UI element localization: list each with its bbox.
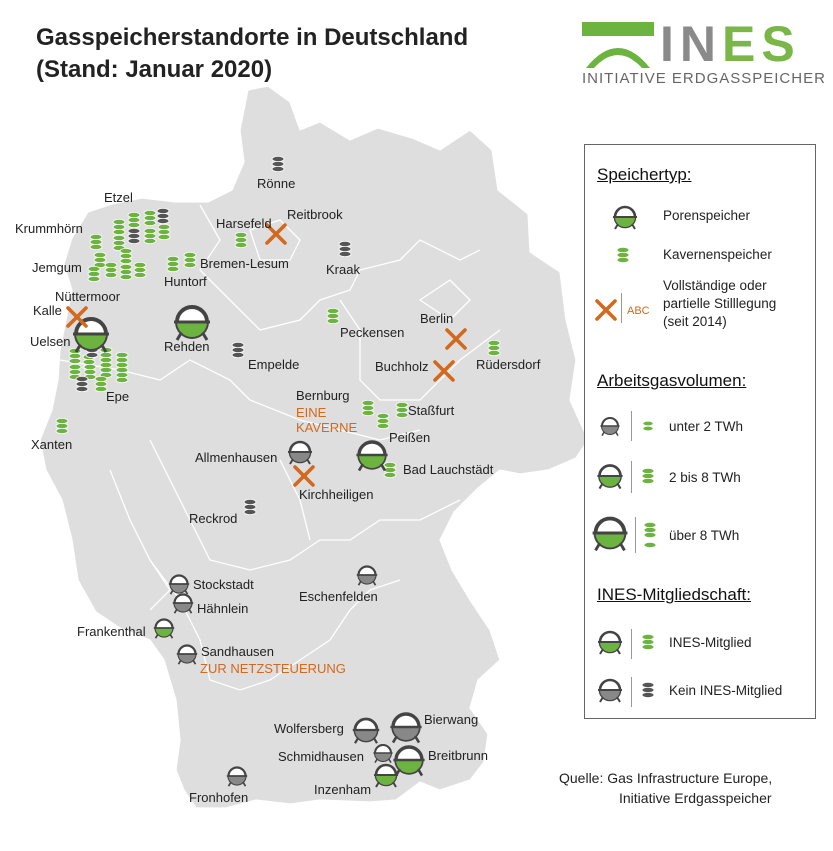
legend-abc-label: ABC [627, 305, 650, 317]
place-label: Fronhofen [189, 790, 249, 805]
place-label: Kalle [33, 303, 62, 318]
place-label: Rüdersdorf [476, 357, 541, 372]
legend-2-bis-8-label: 2 bis 8 TWh [669, 470, 741, 485]
kavernenspeicher-icon [616, 246, 630, 264]
medium-volume-porous-icon [596, 464, 624, 490]
small-volume-porous-icon [599, 416, 621, 437]
place-label: Staßfurt [408, 403, 455, 418]
place-label: Peckensen [340, 325, 405, 340]
source-line2: Initiative Erdgasspeicher [619, 790, 772, 806]
place-label: Huntorf [164, 274, 207, 289]
porenspeicher-icon [611, 205, 639, 231]
legend-stilllegung-line2: partielle Stilllegung [663, 296, 777, 311]
place-label: Empelde [248, 357, 300, 372]
large-volume-cavern-icon [643, 522, 657, 548]
legend-divider [621, 293, 622, 323]
place-label: Frankenthal [77, 624, 146, 639]
map-title-line2: (Stand: Januar 2020) [36, 56, 273, 83]
place-label: Xanten [31, 437, 73, 452]
legend-ueber-8-label: über 8 TWh [669, 528, 740, 543]
ines-logo-icon [582, 22, 654, 68]
place-label: Bremen-Lesum [200, 256, 289, 271]
place-label: Reckrod [189, 511, 238, 526]
stilllegung-x-icon [595, 299, 617, 321]
legend-box: Speichertyp: Porenspeicher Kavernenspeic… [584, 144, 816, 719]
legend-heading-mitglied: INES-Mitgliedschaft: [597, 585, 751, 604]
place-label: Bad Lauchstädt [403, 462, 494, 477]
place-label: Allmenhausen [195, 450, 278, 465]
legend-kein-mitglied-label: Kein INES-Mitglied [669, 683, 783, 698]
source-line1: Quelle: Gas Infrastructure Europe, [559, 770, 773, 786]
place-label: Jemgum [32, 260, 82, 275]
map-title: Gasspeicherstandorte in Deutschland (Sta… [36, 22, 468, 86]
map-title-line1: Gasspeicherstandorte in Deutschland [36, 24, 469, 51]
ines-logo-part2: ES [722, 16, 801, 72]
place-label: Hähnlein [197, 601, 249, 616]
place-label: Breitbrunn [428, 748, 488, 763]
legend-kavernenspeicher-label: Kavernenspeicher [663, 247, 772, 262]
place-label: Reitbrook [287, 207, 343, 222]
non-member-porous-icon [596, 678, 624, 704]
legend-heading-arbeitsgas: Arbeitsgasvolumen: [597, 371, 747, 390]
ines-logo: INES INITIATIVE ERDGASSPEICHER [582, 14, 825, 94]
place-label: Berlin [420, 311, 454, 326]
place-label: Rehden [164, 339, 210, 354]
place-label: Harsefeld [216, 216, 272, 231]
legend-ines-mitglied-label: INES-Mitglied [669, 635, 752, 650]
member-cavern-icon [641, 634, 655, 650]
small-volume-cavern-icon [642, 420, 654, 432]
source-note: Quelle: Gas Infrastructure Europe, Initi… [559, 768, 772, 808]
place-label: Inzenham [314, 782, 372, 797]
place-label: Bierwang [424, 712, 479, 727]
place-label: Bernburg [296, 388, 350, 403]
legend-unter-2-label: unter 2 TWh [669, 419, 744, 434]
place-label: Nüttermoor [55, 289, 121, 304]
legend-heading-speichertyp: Speichertyp: [597, 165, 692, 184]
legend-porenspeicher-label: Porenspeicher [663, 208, 751, 223]
place-label: Epe [106, 389, 130, 404]
ines-logo-part1: IN [660, 16, 722, 72]
legend-stilllegung-line3: (seit 2014) [663, 314, 727, 329]
place-label: Sandhausen [201, 644, 275, 659]
place-label: Stockstadt [193, 577, 254, 592]
ines-logo-subtitle: INITIATIVE ERDGASSPEICHER [582, 70, 826, 87]
legend-divider [631, 677, 632, 707]
legend-divider [631, 411, 632, 441]
place-label-note: EINE KAVERNE [296, 405, 358, 435]
large-volume-porous-icon [590, 516, 630, 553]
ines-logo-wordmark: INES [660, 16, 801, 72]
legend-divider [635, 517, 636, 553]
place-label: Etzel [104, 190, 133, 205]
place-label: Buchholz [375, 359, 429, 374]
medium-volume-cavern-icon [641, 467, 655, 485]
state-borders [59, 204, 501, 691]
member-porous-icon [596, 630, 624, 656]
place-label-note: ZUR NETZSTEUERUNG [200, 661, 346, 676]
legend-stilllegung-line1: Vollständige oder [663, 278, 767, 293]
legend-divider [631, 461, 632, 493]
place-label: Rönne [257, 176, 296, 191]
place-label: Kirchheiligen [299, 487, 374, 502]
legend-divider [631, 629, 632, 659]
place-label: Eschenfelden [299, 589, 378, 604]
place-label: Schmidhausen [278, 749, 364, 764]
place-label: Wolfersberg [274, 721, 344, 736]
place-label: Kraak [326, 262, 360, 277]
place-label: Krummhörn [15, 221, 83, 236]
non-member-cavern-icon [641, 682, 655, 698]
place-label: Uelsen [30, 334, 71, 349]
place-label: Peißen [389, 430, 431, 445]
